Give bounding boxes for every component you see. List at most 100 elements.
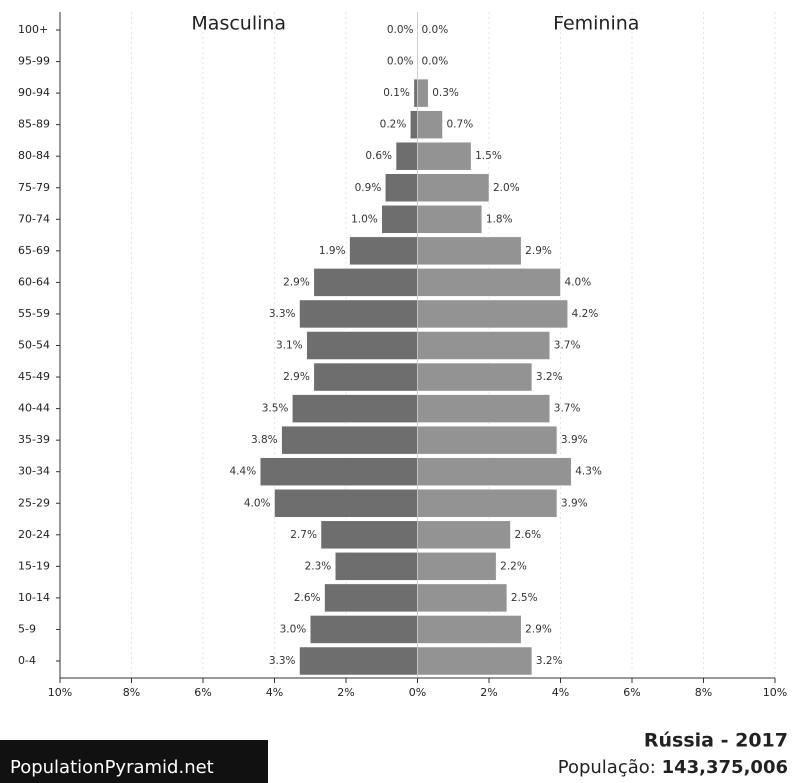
y-tick-label: 30-34 [18,465,50,478]
value-label: 3.0% [280,623,307,635]
bar [418,205,482,233]
y-tick-label: 90-94 [18,86,50,99]
bar [418,174,490,202]
value-label: 4.4% [230,466,257,478]
population-line: População: 143,375,006 [558,757,788,778]
value-label: 2.6% [294,592,321,604]
y-tick-label: 5-9 [18,622,36,635]
y-tick-label: 65-69 [18,244,50,257]
value-label: 1.5% [475,150,502,162]
bar [418,142,472,170]
y-tick-label: 25-29 [18,496,50,509]
population: 143,375,006 [662,757,788,778]
bar [321,521,418,549]
bar [310,615,417,643]
y-tick-label: 85-89 [18,118,50,131]
value-label: 3.7% [554,403,581,415]
bar [410,111,417,139]
bar [418,79,429,107]
y-tick-label: 20-24 [18,528,50,541]
value-label: 2.9% [525,245,552,257]
value-label: 2.2% [500,560,527,572]
bar [418,552,497,580]
y-tick-label: 45-49 [18,370,50,383]
y-tick-label: 10-14 [18,591,50,604]
y-tick-label: 95-99 [18,55,50,68]
x-tick-label: 8% [123,686,140,699]
bar [418,521,511,549]
value-label: 0.9% [355,182,382,194]
bar [418,111,443,139]
bar [260,458,417,486]
bar [418,237,522,265]
value-label: 2.0% [493,182,520,194]
x-tick-label: 2% [480,686,497,699]
population-label: População: [558,757,656,778]
value-label: 3.3% [269,308,296,320]
bar [418,489,557,517]
bar [418,363,532,391]
bar [382,205,418,233]
bar [335,552,417,580]
y-tick-label: 50-54 [18,339,50,352]
bar [418,647,532,675]
bar [300,300,418,328]
bar [292,395,417,423]
y-tick-label: 75-79 [18,181,50,194]
bar [418,395,550,423]
x-tick-label: 10% [763,686,787,699]
y-tick-label: 15-19 [18,559,50,572]
bar [418,458,572,486]
value-label: 4.0% [565,276,592,288]
value-label: 2.9% [525,623,552,635]
value-label: 3.5% [262,403,289,415]
value-label: 2.7% [290,529,317,541]
value-label: 4.0% [244,497,271,509]
value-label: 3.3% [269,655,296,667]
value-label: 3.1% [276,340,303,352]
caption: Rússia - 2017 [644,730,788,752]
source: PopulationPyramid.net [10,757,214,778]
bar [282,426,418,454]
bar [414,79,418,107]
bar [385,174,417,202]
bar [418,584,507,612]
bar [418,615,522,643]
value-label: 0.6% [365,150,392,162]
legend-right: Feminina [553,13,639,35]
bar [396,142,417,170]
value-label: 3.8% [251,434,278,446]
x-tick-label: 10% [48,686,72,699]
value-label: 3.2% [536,655,563,667]
x-tick-label: 6% [623,686,640,699]
bar [418,268,561,296]
x-tick-label: 8% [695,686,712,699]
bar [300,647,418,675]
value-label: 0.0% [387,24,414,36]
value-label: 0.2% [380,119,407,131]
x-tick-label: 4% [552,686,569,699]
bar [314,268,418,296]
value-label: 4.2% [572,308,599,320]
value-label: 0.0% [422,24,449,36]
value-label: 3.7% [554,340,581,352]
value-label: 3.9% [561,497,588,509]
bar [418,426,557,454]
y-tick-label: 35-39 [18,433,50,446]
value-label: 0.0% [387,56,414,68]
bar [325,584,418,612]
chart: PopulationPyramid.net Rússia - 2017 Popu… [0,0,792,783]
bar [350,237,418,265]
y-tick-label: 60-64 [18,275,50,288]
value-label: 1.8% [486,213,513,225]
x-tick-label: 0% [409,686,426,699]
y-tick-label: 80-84 [18,149,50,162]
value-label: 2.9% [283,276,310,288]
x-tick-label: 4% [266,686,283,699]
value-label: 2.9% [283,371,310,383]
value-label: 4.3% [575,466,602,478]
value-label: 3.2% [536,371,563,383]
value-label: 0.7% [447,119,474,131]
value-label: 2.5% [511,592,538,604]
x-tick-label: 2% [337,686,354,699]
